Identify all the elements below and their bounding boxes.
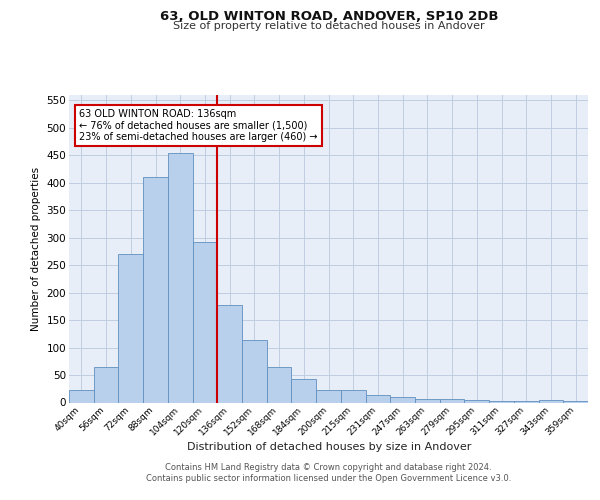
Text: 63 OLD WINTON ROAD: 136sqm
← 76% of detached houses are smaller (1,500)
23% of s: 63 OLD WINTON ROAD: 136sqm ← 76% of deta… <box>79 109 318 142</box>
Bar <box>563 401 588 402</box>
Bar <box>365 396 390 402</box>
Bar <box>464 400 489 402</box>
Bar <box>69 390 94 402</box>
Bar <box>217 305 242 402</box>
Bar <box>242 340 267 402</box>
Y-axis label: Number of detached properties: Number of detached properties <box>31 166 41 331</box>
Bar <box>341 390 365 402</box>
Bar <box>168 152 193 402</box>
Bar <box>514 401 539 402</box>
Bar <box>193 242 217 402</box>
Bar <box>539 400 563 402</box>
Bar <box>440 399 464 402</box>
Bar <box>415 399 440 402</box>
Bar <box>118 254 143 402</box>
Text: Contains HM Land Registry data © Crown copyright and database right 2024.
Contai: Contains HM Land Registry data © Crown c… <box>146 462 511 483</box>
Bar <box>316 390 341 402</box>
Bar <box>94 367 118 402</box>
Text: 63, OLD WINTON ROAD, ANDOVER, SP10 2DB: 63, OLD WINTON ROAD, ANDOVER, SP10 2DB <box>160 10 498 23</box>
Text: Distribution of detached houses by size in Andover: Distribution of detached houses by size … <box>187 442 471 452</box>
Bar <box>489 401 514 402</box>
Bar <box>267 367 292 402</box>
Bar <box>143 178 168 402</box>
Bar <box>292 380 316 402</box>
Bar <box>390 397 415 402</box>
Text: Size of property relative to detached houses in Andover: Size of property relative to detached ho… <box>173 21 485 31</box>
